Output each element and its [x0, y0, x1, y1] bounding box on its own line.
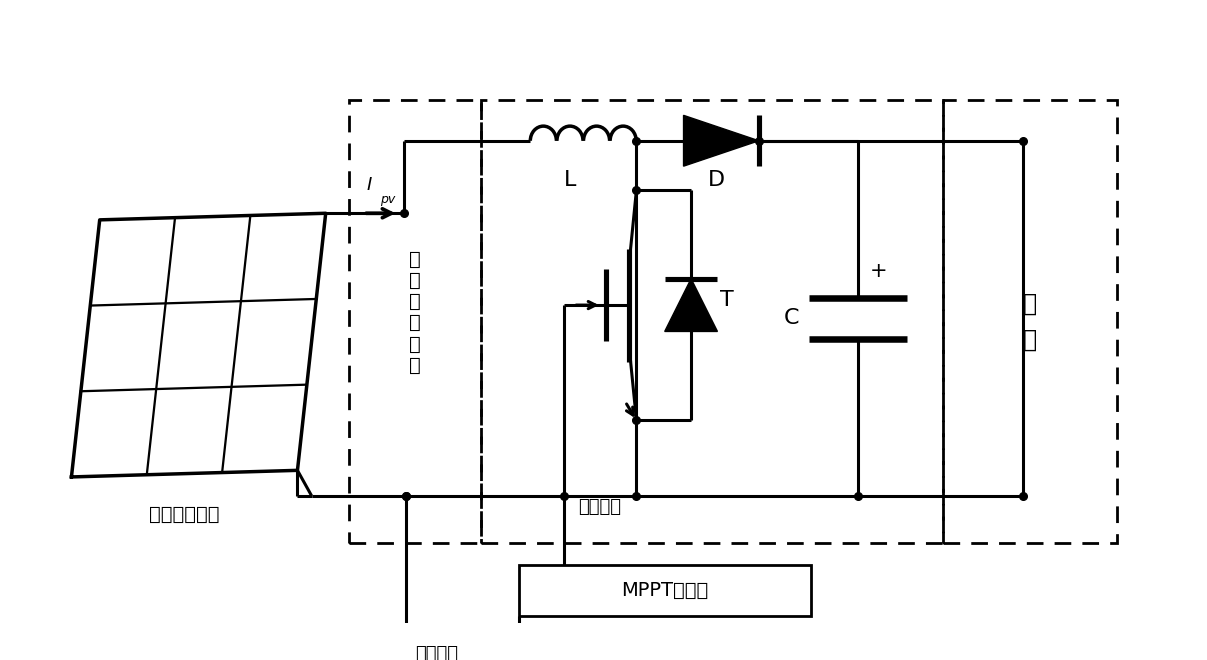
Text: 负
载: 负 载: [1022, 292, 1037, 351]
Polygon shape: [683, 115, 759, 166]
Text: C: C: [785, 308, 799, 328]
Text: pv: pv: [380, 193, 396, 206]
Text: 直
流
输
入
端
口: 直 流 输 入 端 口: [409, 249, 421, 375]
Text: MPPT控制器: MPPT控制器: [622, 581, 709, 600]
Bar: [519, 564, 811, 616]
Bar: [943, 100, 1116, 543]
Text: T: T: [721, 290, 734, 310]
Text: +: +: [870, 261, 887, 281]
Text: L: L: [565, 170, 577, 190]
Text: 电压采样: 电压采样: [415, 645, 459, 660]
Text: D: D: [709, 170, 725, 190]
Text: 电流采样: 电流采样: [578, 498, 622, 515]
Bar: [482, 100, 943, 543]
Text: 太阳能电池板: 太阳能电池板: [150, 505, 220, 524]
Text: I: I: [366, 176, 372, 195]
Bar: [349, 100, 482, 543]
Polygon shape: [665, 279, 717, 331]
